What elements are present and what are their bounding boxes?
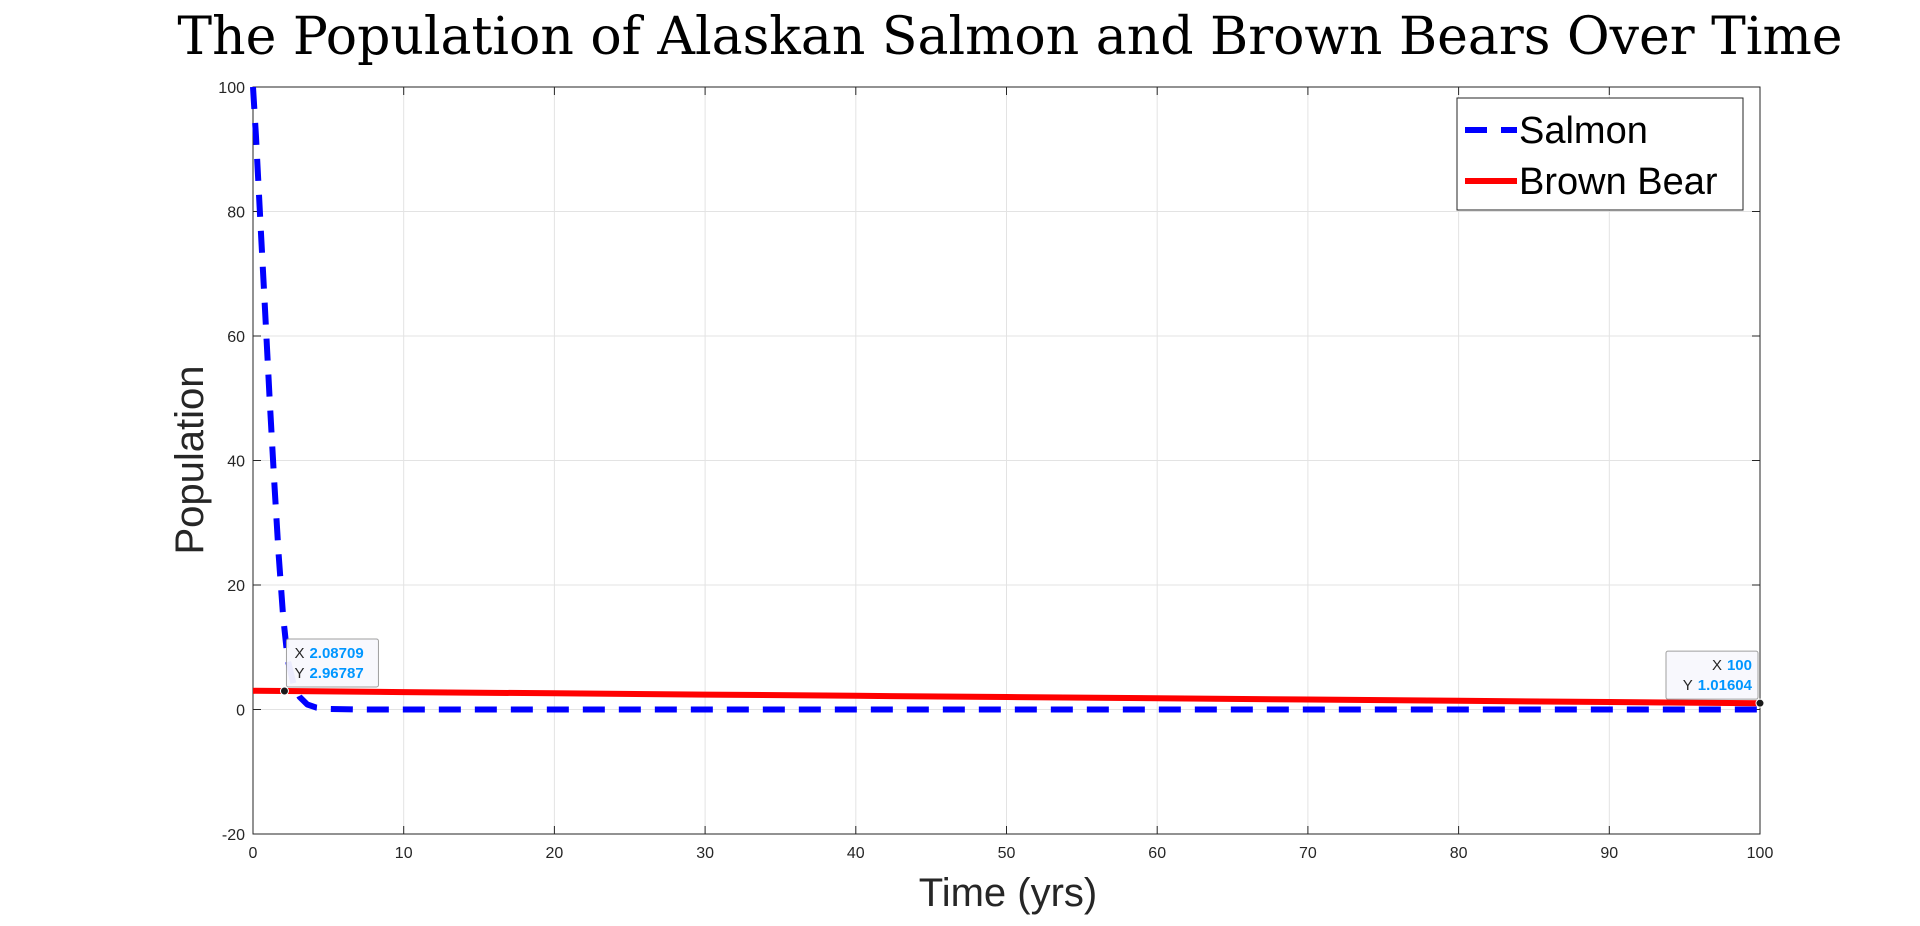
datatip-marker [1755,698,1765,708]
datatip-0: X 2.08709 Y 2.96787 [279,638,379,696]
legend-entry: Brown Bear [1519,161,1718,203]
datatip-box [285,638,379,688]
datatip-y-value: 2.96787 [309,665,363,682]
datatip-x-value: 100 [1727,657,1752,674]
y-tick-label: 0 [236,703,245,720]
datatips: X 2.08709 Y 2.96787 X 100 Y 1.01604 [279,638,1765,708]
x-axis-label: Time (yrs) [919,871,1097,915]
datatip-x-value: 2.08709 [309,645,363,662]
datatip-box [1665,650,1759,700]
datatip-x-row: X 2.08709 [294,645,363,662]
datatip-y-row: Y 2.96787 [294,665,363,682]
x-tick-label: 20 [546,845,564,862]
legend-box [1456,97,1744,211]
series-line-salmon [250,86,1760,713]
grid-lines [253,87,1760,834]
series-line-brown-bear [252,687,1761,707]
x-tick-label: 30 [696,845,714,862]
y-axis-label: Population [168,365,212,554]
x-axis-ticks: 0 10 20 30 40 50 60 70 80 90 100 [249,87,1774,862]
datatip-x-label: X [1712,657,1722,674]
x-tick-label: 80 [1450,845,1468,862]
datatip-x-label: X [294,645,304,662]
y-tick-label: 60 [227,329,245,346]
legend-entry: Salmon [1519,110,1648,152]
x-tick-label: 60 [1148,845,1166,862]
datatip-y-label: Y [1683,677,1693,694]
datatip-marker [279,686,289,696]
legend: Salmon Brown Bear [1456,97,1744,211]
y-tick-label: 20 [227,578,245,595]
series-lines [250,86,1761,713]
y-tick-label: 80 [227,205,245,222]
y-axis-ticks: -20 0 20 40 60 80 100 [218,80,1760,844]
y-tick-label: 40 [227,454,245,471]
x-tick-label: 90 [1600,845,1618,862]
chart-title: The Population of Alaskan Salmon and Bro… [177,7,1842,67]
datatip-y-row: Y 1.01604 [1683,677,1753,694]
datatip-x-row: X 100 [1712,657,1752,674]
y-tick-label: -20 [222,827,245,844]
datatip-y-label: Y [294,665,304,682]
datatip-y-value: 1.01604 [1698,677,1753,694]
x-tick-label: 40 [847,845,865,862]
x-tick-label: 70 [1299,845,1317,862]
x-tick-label: 0 [249,845,258,862]
x-tick-label: 100 [1747,845,1774,862]
x-tick-label: 50 [998,845,1016,862]
y-tick-label: 100 [218,80,245,97]
datatip-1: X 100 Y 1.01604 [1665,650,1765,708]
x-tick-label: 10 [395,845,413,862]
